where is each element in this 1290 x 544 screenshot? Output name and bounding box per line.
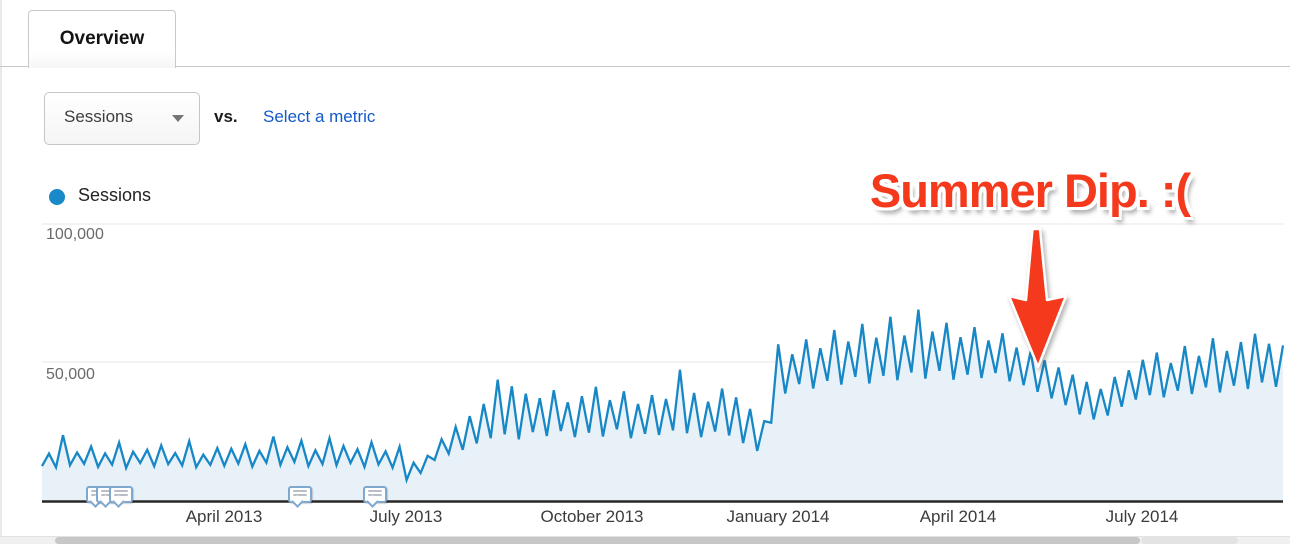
metric-dropdown[interactable]: Sessions <box>44 92 200 145</box>
vs-label: vs. <box>214 107 238 126</box>
select-metric-link[interactable]: Select a metric <box>263 107 376 126</box>
x-axis-label: April 2014 <box>919 507 997 526</box>
annotation-dash <box>368 490 382 492</box>
y-axis-label-50000: 50,000 <box>46 366 95 383</box>
horizontal-scrollbar-segment <box>1141 537 1238 544</box>
annotation-dash <box>293 494 307 496</box>
y-axis-label-100000: 100,000 <box>46 226 104 243</box>
x-axis-label: April 2013 <box>185 507 263 526</box>
summer-dip-annotation-text: Summer Dip. :( <box>869 164 1191 217</box>
tab-overview[interactable]: Overview <box>28 10 176 68</box>
x-axis-label: October 2013 <box>540 507 644 526</box>
tab-bar-divider <box>0 66 1290 67</box>
x-axis-label: July 2013 <box>369 507 443 526</box>
annotation-dash <box>114 494 128 496</box>
annotation-dash <box>101 494 115 496</box>
legend-label: Sessions <box>78 185 152 205</box>
sessions-line <box>40 309 1285 485</box>
gridlines <box>42 223 1283 363</box>
annotation-dash <box>114 490 128 492</box>
annotation-dash <box>368 494 382 496</box>
annotation-marker-icon[interactable] <box>363 486 387 508</box>
horizontal-scrollbar-thumb[interactable] <box>55 537 1140 544</box>
annotation-dash <box>101 490 115 492</box>
metric-dropdown-label: Sessions <box>64 107 133 126</box>
annotation-dash <box>293 490 307 492</box>
annotation-marker-icon[interactable] <box>288 486 312 508</box>
chevron-down-icon <box>172 115 184 122</box>
legend-dot-icon <box>49 189 65 205</box>
annotation-marker-icon[interactable] <box>109 486 133 508</box>
x-axis-label: January 2014 <box>726 507 830 526</box>
x-axis-label: July 2014 <box>1105 507 1179 526</box>
summer-dip-arrow-icon <box>1007 227 1068 369</box>
panel-left-edge <box>0 0 2 544</box>
sessions-area-fill <box>42 309 1283 500</box>
